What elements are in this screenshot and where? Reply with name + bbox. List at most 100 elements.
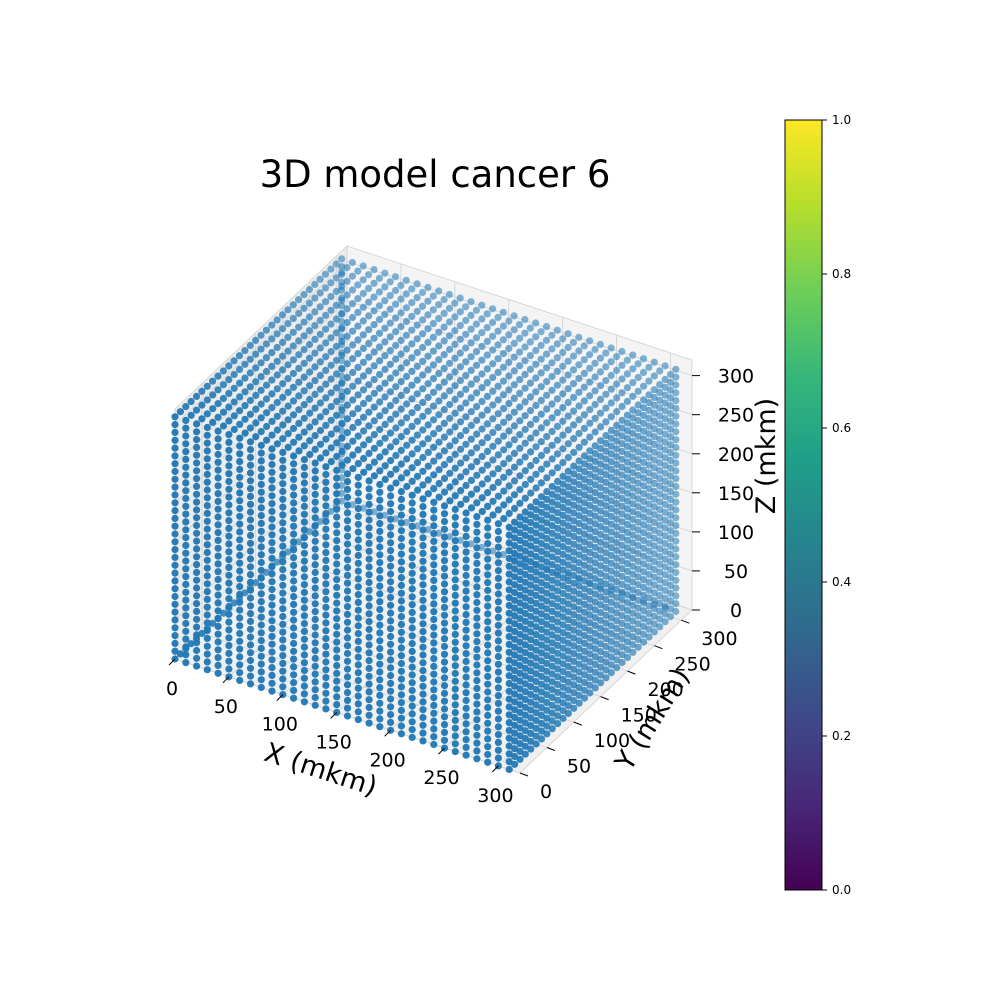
scatter-point	[537, 516, 546, 524]
scatter-point	[618, 541, 626, 549]
scatter-point	[580, 397, 588, 405]
scatter-point	[505, 441, 513, 449]
scatter-point	[484, 641, 492, 649]
scatter-point	[203, 588, 211, 596]
scatter-point	[623, 466, 632, 474]
scatter-point	[333, 576, 341, 584]
scatter-point	[656, 599, 664, 608]
scatter-point	[193, 498, 201, 506]
scatter-point	[462, 495, 470, 503]
scatter-point	[419, 620, 427, 628]
scatter-point	[171, 553, 179, 562]
scatter-point	[440, 517, 449, 526]
scatter-point	[607, 489, 615, 497]
scatter-point	[387, 679, 395, 688]
scatter-point	[597, 663, 605, 671]
scatter-point	[607, 413, 615, 421]
scatter-point	[193, 521, 201, 530]
scatter-point	[311, 522, 319, 530]
scatter-point	[629, 492, 637, 500]
scatter-point	[370, 431, 378, 439]
scatter-point	[473, 638, 481, 646]
scatter-point	[613, 408, 621, 416]
scatter-point	[290, 554, 298, 562]
scatter-point	[527, 722, 535, 730]
scatter-point	[365, 586, 373, 594]
scatter-point	[532, 568, 540, 576]
scatter-point	[650, 518, 658, 527]
scatter-point	[645, 377, 653, 385]
scatter-point	[198, 387, 206, 395]
scatter-point	[489, 415, 497, 423]
scatter-point	[510, 312, 518, 320]
scatter-point	[332, 329, 340, 337]
scatter-point	[521, 343, 529, 351]
scatter-point	[532, 591, 540, 600]
scatter-point	[365, 381, 373, 389]
scatter-point	[634, 510, 642, 518]
scatter-point	[656, 420, 664, 428]
scatter-point	[462, 440, 470, 448]
scatter-point	[397, 446, 405, 454]
scatter-point	[537, 665, 546, 673]
scatter-point	[392, 314, 400, 322]
scatter-point	[537, 555, 546, 563]
scatter-point	[290, 514, 298, 523]
scatter-point	[327, 416, 335, 424]
scatter-point	[171, 561, 179, 569]
scatter-point	[360, 427, 368, 435]
scatter-point	[505, 570, 513, 578]
scatter-point	[397, 350, 405, 358]
scatter-point	[559, 431, 567, 439]
scatter-point	[403, 400, 411, 408]
scatter-point	[327, 403, 335, 411]
scatter-point	[397, 511, 405, 519]
scatter-point	[241, 374, 249, 382]
scatter-point	[537, 508, 546, 516]
scatter-point	[403, 414, 411, 422]
scatter-point	[236, 637, 244, 645]
scatter-point	[295, 433, 303, 441]
scatter-point	[672, 373, 680, 381]
scatter-point	[300, 510, 308, 518]
scatter-point	[435, 287, 443, 295]
scatter-point	[640, 521, 648, 529]
scatter-point	[672, 514, 680, 522]
scatter-point	[429, 306, 437, 314]
scatter-point	[478, 507, 486, 516]
scatter-point	[548, 345, 556, 353]
scatter-point	[473, 430, 481, 438]
scatter-point	[225, 362, 233, 370]
scatter-point	[645, 414, 653, 422]
scatter-point	[666, 550, 675, 558]
scatter-point	[332, 356, 341, 364]
scatter-point	[661, 375, 669, 384]
scatter-point	[521, 633, 529, 641]
scatter-point	[268, 539, 276, 547]
scatter-point	[473, 731, 481, 739]
scatter-point	[575, 361, 583, 369]
scatter-point	[580, 585, 589, 593]
scatter-point	[214, 646, 222, 654]
scatter-point	[397, 542, 405, 550]
scatter-point	[559, 550, 567, 559]
scatter-point	[580, 553, 589, 562]
scatter-point	[602, 502, 610, 510]
scatter-point	[387, 554, 395, 563]
scatter-point	[645, 422, 653, 430]
scatter-point	[672, 584, 680, 592]
scatter-point	[559, 621, 567, 629]
scatter-point	[419, 518, 427, 526]
scatter-point	[623, 638, 632, 646]
scatter-point	[645, 485, 653, 493]
scatter-point	[338, 420, 346, 428]
scatter-point	[365, 571, 373, 579]
scatter-point	[322, 517, 330, 526]
scatter-point	[510, 752, 519, 761]
scatter-point	[478, 329, 486, 337]
scatter-point	[510, 422, 518, 430]
scatter-point	[618, 604, 626, 612]
scatter-point	[241, 429, 249, 437]
scatter-point	[554, 649, 562, 657]
scatter-point	[580, 616, 589, 624]
